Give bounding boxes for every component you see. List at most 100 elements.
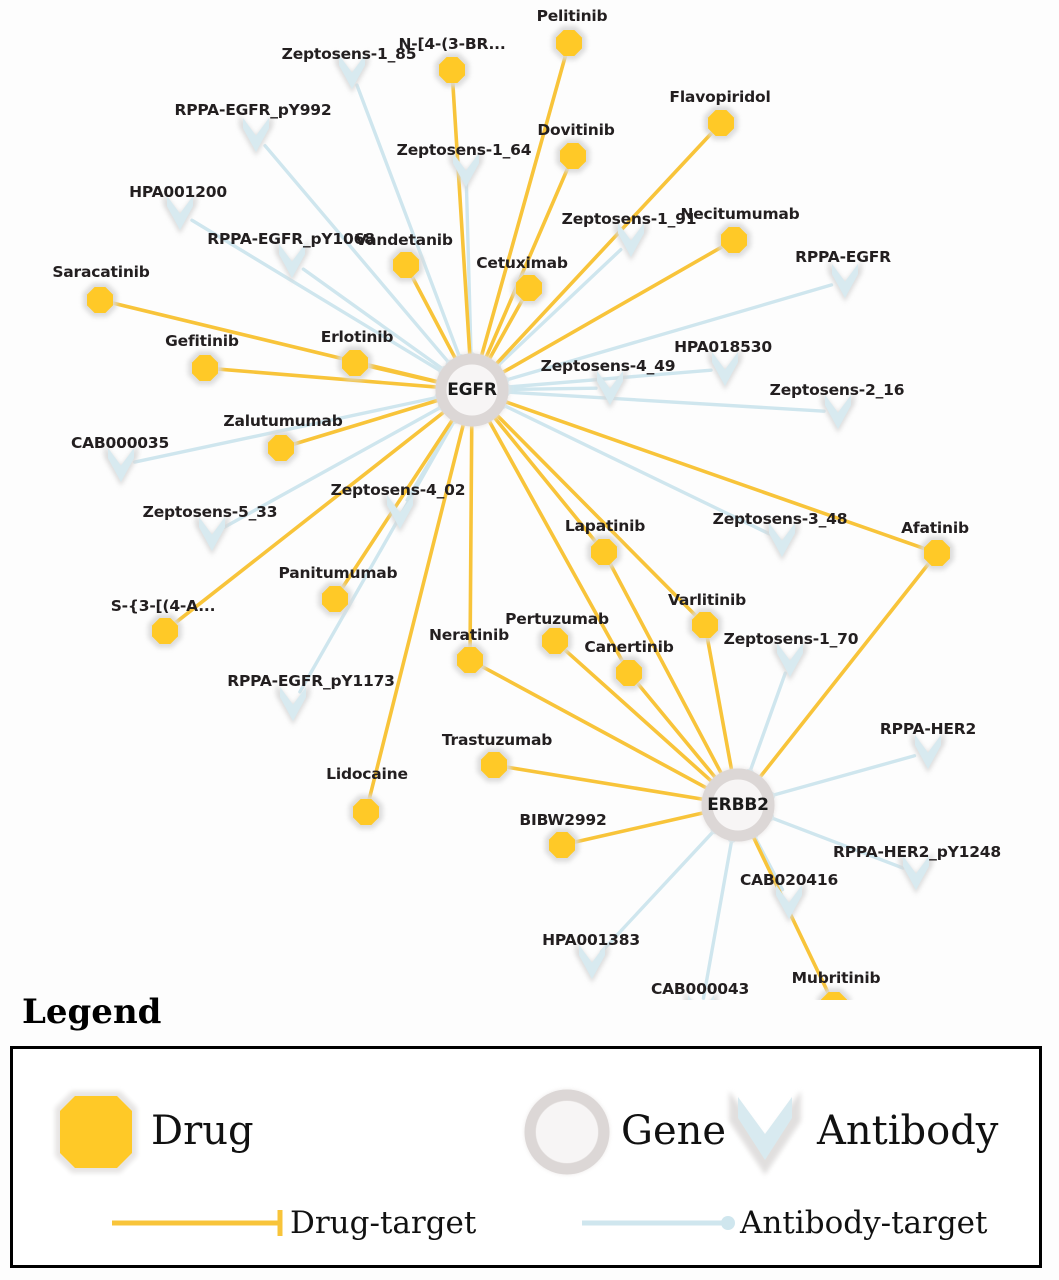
drug-node[interactable] bbox=[538, 624, 572, 658]
antibody-edge[interactable] bbox=[503, 368, 713, 389]
drug-node[interactable] bbox=[188, 351, 222, 385]
drug-node[interactable] bbox=[545, 828, 579, 862]
antibody-edge[interactable] bbox=[132, 395, 442, 464]
antibody-node[interactable] bbox=[449, 149, 483, 191]
drug-edge[interactable] bbox=[705, 635, 734, 774]
drug-node[interactable] bbox=[338, 346, 372, 380]
drug-node[interactable] bbox=[717, 223, 751, 257]
legend: Legend Drug Gene bbox=[0, 992, 1059, 1280]
antibody-edge[interactable] bbox=[301, 267, 447, 373]
drug-edge[interactable] bbox=[291, 398, 442, 447]
antibody-edge[interactable] bbox=[263, 143, 453, 367]
drug-edge[interactable] bbox=[483, 166, 570, 361]
drug-node[interactable] bbox=[612, 656, 646, 690]
antibody-node[interactable] bbox=[335, 51, 369, 93]
gene-node-group[interactable] bbox=[435, 353, 775, 842]
drug-edge[interactable] bbox=[367, 421, 466, 802]
antibody-edge[interactable] bbox=[464, 182, 473, 359]
antibody-node[interactable] bbox=[275, 240, 309, 282]
antibody-node[interactable] bbox=[911, 731, 945, 773]
drug-edge[interactable] bbox=[468, 422, 474, 649]
drug-edge[interactable] bbox=[502, 399, 927, 551]
drug-edge[interactable] bbox=[608, 561, 724, 777]
drug-node[interactable] bbox=[817, 988, 851, 1000]
network-canvas[interactable] bbox=[0, 0, 1059, 1000]
antibody-edge[interactable] bbox=[494, 247, 623, 370]
drug-node[interactable] bbox=[920, 536, 954, 570]
antibody-edge[interactable] bbox=[190, 218, 446, 375]
antibody-node[interactable] bbox=[104, 444, 138, 486]
antibody-edge[interactable] bbox=[747, 671, 787, 776]
drug-node[interactable] bbox=[349, 795, 383, 829]
antibody-node[interactable] bbox=[821, 391, 855, 433]
antibody-edge[interactable] bbox=[355, 83, 463, 361]
gene-node[interactable] bbox=[701, 768, 775, 842]
drug-target-edge-icon bbox=[112, 1210, 283, 1236]
drug-node[interactable] bbox=[587, 535, 621, 569]
drug-edge[interactable] bbox=[173, 409, 448, 625]
gene-node-label: EGFR bbox=[447, 380, 497, 400]
antibody-node[interactable] bbox=[276, 683, 310, 725]
gene-node[interactable] bbox=[435, 353, 509, 427]
antibody-node[interactable] bbox=[195, 513, 229, 555]
drug-node[interactable] bbox=[512, 271, 546, 305]
drug-node[interactable] bbox=[688, 608, 722, 642]
antibody-edge[interactable] bbox=[222, 404, 445, 529]
antibody-node[interactable] bbox=[899, 852, 933, 894]
drug-node[interactable] bbox=[477, 748, 511, 782]
drug-node[interactable] bbox=[148, 614, 182, 648]
antibody-node[interactable] bbox=[593, 367, 627, 409]
drug-edge[interactable] bbox=[505, 765, 707, 802]
drug-node[interactable] bbox=[435, 53, 469, 87]
antibody-edge[interactable] bbox=[503, 390, 826, 413]
drug-node[interactable] bbox=[556, 139, 590, 173]
drug-edge[interactable] bbox=[479, 53, 568, 360]
drug-node[interactable] bbox=[318, 582, 352, 616]
drug-edge[interactable] bbox=[635, 681, 719, 781]
drug-edge[interactable] bbox=[494, 412, 698, 618]
drug-node[interactable] bbox=[264, 431, 298, 465]
antibody-edge[interactable] bbox=[701, 835, 734, 1000]
antibody-node[interactable] bbox=[614, 219, 648, 261]
drug-edge[interactable] bbox=[340, 416, 456, 590]
drug-node[interactable] bbox=[389, 248, 423, 282]
drug-edge[interactable] bbox=[365, 364, 441, 385]
drug-node[interactable] bbox=[704, 106, 738, 140]
antibody-node[interactable] bbox=[239, 114, 273, 156]
drug-edge[interactable] bbox=[410, 274, 458, 362]
drug-edge[interactable] bbox=[486, 417, 625, 664]
antibody-node[interactable] bbox=[383, 491, 417, 533]
drug-node[interactable] bbox=[83, 283, 117, 317]
antibody-node-group[interactable] bbox=[104, 51, 945, 1000]
drug-node[interactable] bbox=[453, 643, 487, 677]
antibody-edge[interactable] bbox=[767, 815, 905, 870]
antibody-edge[interactable] bbox=[503, 386, 598, 392]
drug-node[interactable] bbox=[552, 26, 586, 60]
antibody-node[interactable] bbox=[163, 192, 197, 234]
antibody-edge[interactable] bbox=[599, 827, 718, 954]
antibody-edge[interactable] bbox=[768, 754, 917, 798]
drug-edge[interactable] bbox=[491, 414, 598, 544]
drug-edge[interactable] bbox=[479, 664, 710, 791]
antibody-node[interactable] bbox=[575, 941, 609, 983]
drug-node-group[interactable] bbox=[83, 26, 954, 1000]
legend-label-gene: Gene bbox=[621, 1108, 727, 1154]
drug-edge[interactable] bbox=[757, 561, 931, 781]
antibody-node[interactable] bbox=[684, 991, 718, 1000]
gene-node-label: ERBB2 bbox=[707, 795, 769, 815]
drug-edge[interactable] bbox=[451, 81, 472, 358]
antibody-node[interactable] bbox=[828, 260, 862, 302]
drug-edge[interactable] bbox=[499, 244, 725, 375]
drug-edge[interactable] bbox=[572, 810, 707, 844]
drug-edge[interactable] bbox=[562, 647, 715, 785]
antibody-node[interactable] bbox=[772, 881, 806, 923]
drug-edge[interactable] bbox=[493, 130, 714, 367]
antibody-node[interactable] bbox=[708, 348, 742, 390]
antibody-node[interactable] bbox=[773, 639, 807, 681]
antibody-edge[interactable] bbox=[500, 402, 772, 536]
antibody-edge[interactable] bbox=[298, 416, 458, 694]
drug-edge[interactable] bbox=[486, 297, 525, 363]
antibody-edge[interactable] bbox=[501, 283, 834, 383]
antibody-node[interactable] bbox=[765, 519, 799, 561]
drug-edge[interactable] bbox=[216, 367, 440, 390]
